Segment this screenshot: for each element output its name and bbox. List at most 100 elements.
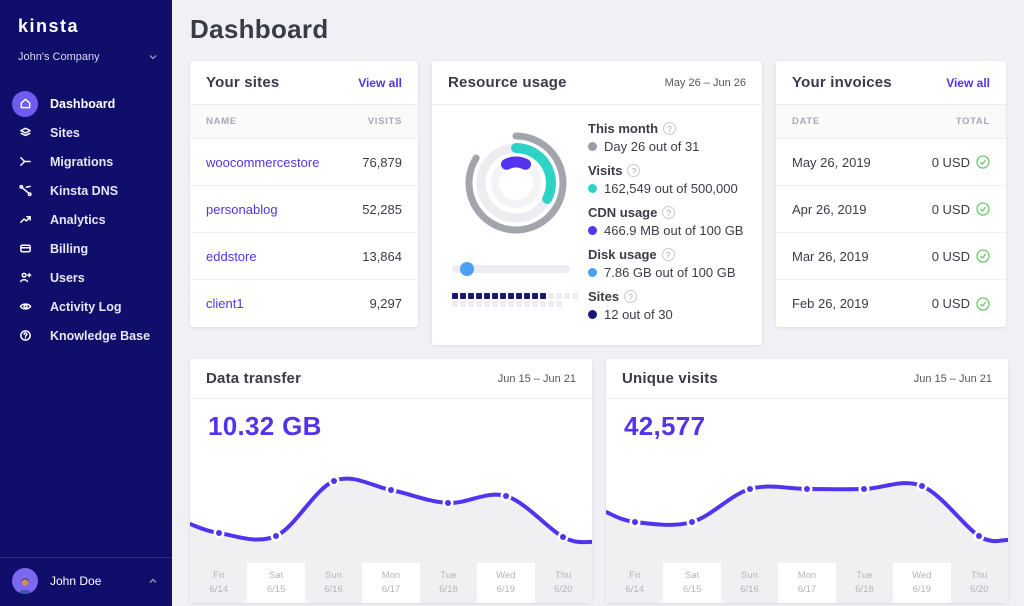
sidebar-item-label: Activity Log <box>50 299 122 314</box>
help-icon[interactable]: ? <box>662 206 676 219</box>
data-transfer-x-axis: Fri 6/14 Sat 6/15 Sun 6/16 Mon 6/17 Tue 6/18 … <box>190 563 592 603</box>
sidebar-item-kinsta-dns[interactable]: Kinsta DNS <box>0 176 172 205</box>
site-visits: 52,285 <box>362 201 402 217</box>
site-link[interactable]: client1 <box>206 296 244 311</box>
sidebar-item-label: Migrations <box>50 154 114 169</box>
unique-visits-x-axis: Fri 6/14 Sat 6/15 Sun 6/16 Mon 6/17 Tue 6/18 … <box>606 563 1008 603</box>
invoices-card-title: Your invoices <box>792 74 892 91</box>
legend-dot <box>588 310 597 319</box>
sidebar-item-analytics[interactable]: Analytics <box>0 205 172 234</box>
user-add-icon <box>12 265 38 291</box>
sidebar-item-label: Analytics <box>50 212 106 227</box>
sidebar-item-label: Users <box>50 270 85 285</box>
sidebar-divider <box>0 557 172 558</box>
invoices-view-all-link[interactable]: View all <box>946 75 990 90</box>
disk-usage-bar <box>452 262 570 276</box>
sidebar-item-sites[interactable]: Sites <box>0 118 172 147</box>
resource-usage-card: Resource usage May 26 – Jun 26 <box>432 61 762 345</box>
data-transfer-range: Jun 15 – Jun 21 <box>497 372 576 385</box>
data-transfer-line-chart <box>190 475 592 563</box>
credit-card-icon <box>12 236 38 262</box>
legend-title: Visits <box>588 163 623 178</box>
legend-value: 7.86 GB out of 100 GB <box>604 265 736 280</box>
eye-icon <box>12 294 38 320</box>
col-total: Total <box>955 116 990 127</box>
legend-sites: Sites? 12 out of 30 <box>588 289 748 322</box>
dns-route-icon <box>12 178 38 204</box>
legend-title: CDN usage <box>588 205 658 220</box>
invoice-total: 0 USD <box>931 248 970 264</box>
unique-visits-card: Unique visits Jun 15 – Jun 21 42,577 Fri… <box>606 359 1008 603</box>
col-date: Date <box>792 116 820 127</box>
paid-check-icon <box>976 155 990 169</box>
site-link[interactable]: woocommercestore <box>206 154 320 170</box>
unique-visits-total: 42,577 <box>624 411 706 441</box>
main-content: Dashboard Your sites View all Name Visit… <box>172 0 1024 606</box>
resource-date-range: May 26 – Jun 26 <box>664 76 746 89</box>
chevron-down-icon <box>149 55 157 60</box>
legend-dot <box>588 184 597 193</box>
paid-check-icon <box>976 296 990 311</box>
kinsta-logo: kinsta <box>18 16 80 36</box>
sidebar-item-label: Knowledge Base <box>50 328 151 343</box>
user-name: John Doe <box>50 574 102 588</box>
company-name: John's Company <box>18 51 100 63</box>
legend-dot <box>588 226 597 235</box>
help-icon[interactable]: ? <box>663 122 677 135</box>
site-visits: 76,879 <box>362 154 402 170</box>
sidebar-item-dashboard[interactable]: Dashboard <box>0 89 172 118</box>
data-transfer-title: Data transfer <box>206 370 302 387</box>
sites-card-title: Your sites <box>206 74 280 91</box>
invoices-table-header: Date Total <box>776 105 1006 139</box>
sidebar-item-activity-log[interactable]: Activity Log <box>0 292 172 321</box>
col-visits: Visits <box>367 116 402 127</box>
paid-check-icon <box>976 202 990 216</box>
help-icon[interactable]: ? <box>627 164 641 177</box>
resource-donut-chart <box>465 132 567 234</box>
user-menu[interactable]: John Doe <box>0 558 172 606</box>
sidebar-item-migrations[interactable]: Migrations <box>0 147 172 176</box>
resource-legend: This month? Day 26 out of 31 Visits? 162… <box>588 119 748 331</box>
invoice-total: 0 USD <box>931 296 970 311</box>
table-row: personablog 52,285 <box>190 186 418 233</box>
legend-title: Disk usage <box>588 247 657 262</box>
site-visits: 9,297 <box>369 296 402 311</box>
unique-visits-line-chart <box>606 480 1008 563</box>
data-transfer-total: 10.32 GB <box>208 411 322 441</box>
unique-visits-range: Jun 15 – Jun 21 <box>913 372 992 385</box>
table-row: Feb 26, 2019 0 USD <box>776 280 1006 327</box>
company-switcher[interactable]: John's Company <box>0 37 172 63</box>
legend-visits: Visits? 162,549 out of 500,000 <box>588 163 748 196</box>
legend-title: This month <box>588 121 659 136</box>
help-icon[interactable]: ? <box>624 290 638 303</box>
sidebar-nav: Dashboard Sites Migrations Kinsta DNS An… <box>0 89 172 350</box>
sidebar-item-billing[interactable]: Billing <box>0 234 172 263</box>
home-icon <box>12 90 38 117</box>
legend-title: Sites <box>588 289 620 304</box>
legend-disk-usage: Disk usage? 7.86 GB out of 100 GB <box>588 247 748 280</box>
invoice-total: 0 USD <box>931 201 970 217</box>
table-row: Apr 26, 2019 0 USD <box>776 186 1006 233</box>
data-transfer-card: Data transfer Jun 15 – Jun 21 10.32 GB F… <box>190 359 592 603</box>
site-link[interactable]: personablog <box>206 201 278 217</box>
sidebar-item-label: Kinsta DNS <box>50 183 119 198</box>
your-invoices-card: Your invoices View all Date Total May 26… <box>776 61 1006 327</box>
legend-dot <box>588 142 597 151</box>
sidebar-item-knowledge-base[interactable]: Knowledge Base <box>0 321 172 350</box>
resource-card-title: Resource usage <box>448 74 567 91</box>
legend-value: 12 out of 30 <box>604 307 673 322</box>
unique-visits-title: Unique visits <box>622 370 718 387</box>
legend-cdn-usage: CDN usage? 466.9 MB out of 100 GB <box>588 205 748 238</box>
legend-value: Day 26 out of 31 <box>604 139 700 154</box>
sites-usage-squares <box>452 293 578 307</box>
site-link[interactable]: eddstore <box>206 248 257 264</box>
sidebar-item-label: Billing <box>50 241 89 256</box>
site-visits: 13,864 <box>362 248 402 264</box>
sidebar-item-users[interactable]: Users <box>0 263 172 292</box>
table-row: May 26, 2019 0 USD <box>776 139 1006 186</box>
invoice-date: Apr 26, 2019 <box>792 201 867 217</box>
help-icon[interactable]: ? <box>661 248 675 261</box>
sites-view-all-link[interactable]: View all <box>358 75 402 90</box>
question-circle-icon <box>12 323 38 349</box>
sidebar-item-label: Sites <box>50 125 80 140</box>
